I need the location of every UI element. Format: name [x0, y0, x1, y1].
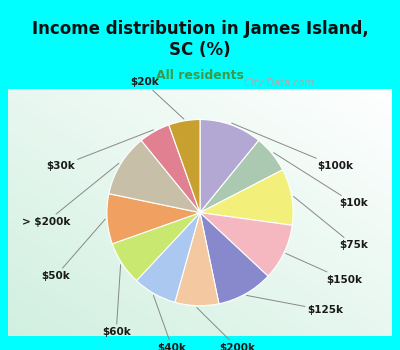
Wedge shape [141, 125, 200, 212]
Wedge shape [107, 194, 200, 244]
Wedge shape [200, 119, 259, 212]
Wedge shape [200, 170, 293, 225]
Wedge shape [112, 212, 200, 281]
Text: $150k: $150k [286, 253, 362, 285]
Text: $75k: $75k [294, 196, 368, 250]
Text: $10k: $10k [274, 153, 368, 208]
Wedge shape [169, 119, 200, 212]
Text: Income distribution in James Island,
SC (%): Income distribution in James Island, SC … [32, 20, 368, 59]
Wedge shape [109, 140, 200, 212]
Text: $40k: $40k [154, 295, 186, 350]
Text: $20k: $20k [130, 77, 184, 119]
Text: $125k: $125k [246, 295, 344, 315]
Wedge shape [200, 212, 292, 276]
Text: All residents: All residents [156, 69, 244, 82]
Wedge shape [175, 212, 219, 306]
Text: > $200k: > $200k [22, 163, 119, 227]
Text: $100k: $100k [232, 123, 353, 171]
Text: $200k: $200k [197, 308, 255, 350]
Text: $60k: $60k [102, 265, 130, 337]
Wedge shape [200, 212, 268, 304]
Wedge shape [136, 212, 200, 302]
Text: $30k: $30k [46, 130, 154, 171]
Text: $50k: $50k [41, 219, 105, 281]
Wedge shape [200, 140, 283, 212]
Text: City-Data.com: City-Data.com [238, 78, 314, 88]
